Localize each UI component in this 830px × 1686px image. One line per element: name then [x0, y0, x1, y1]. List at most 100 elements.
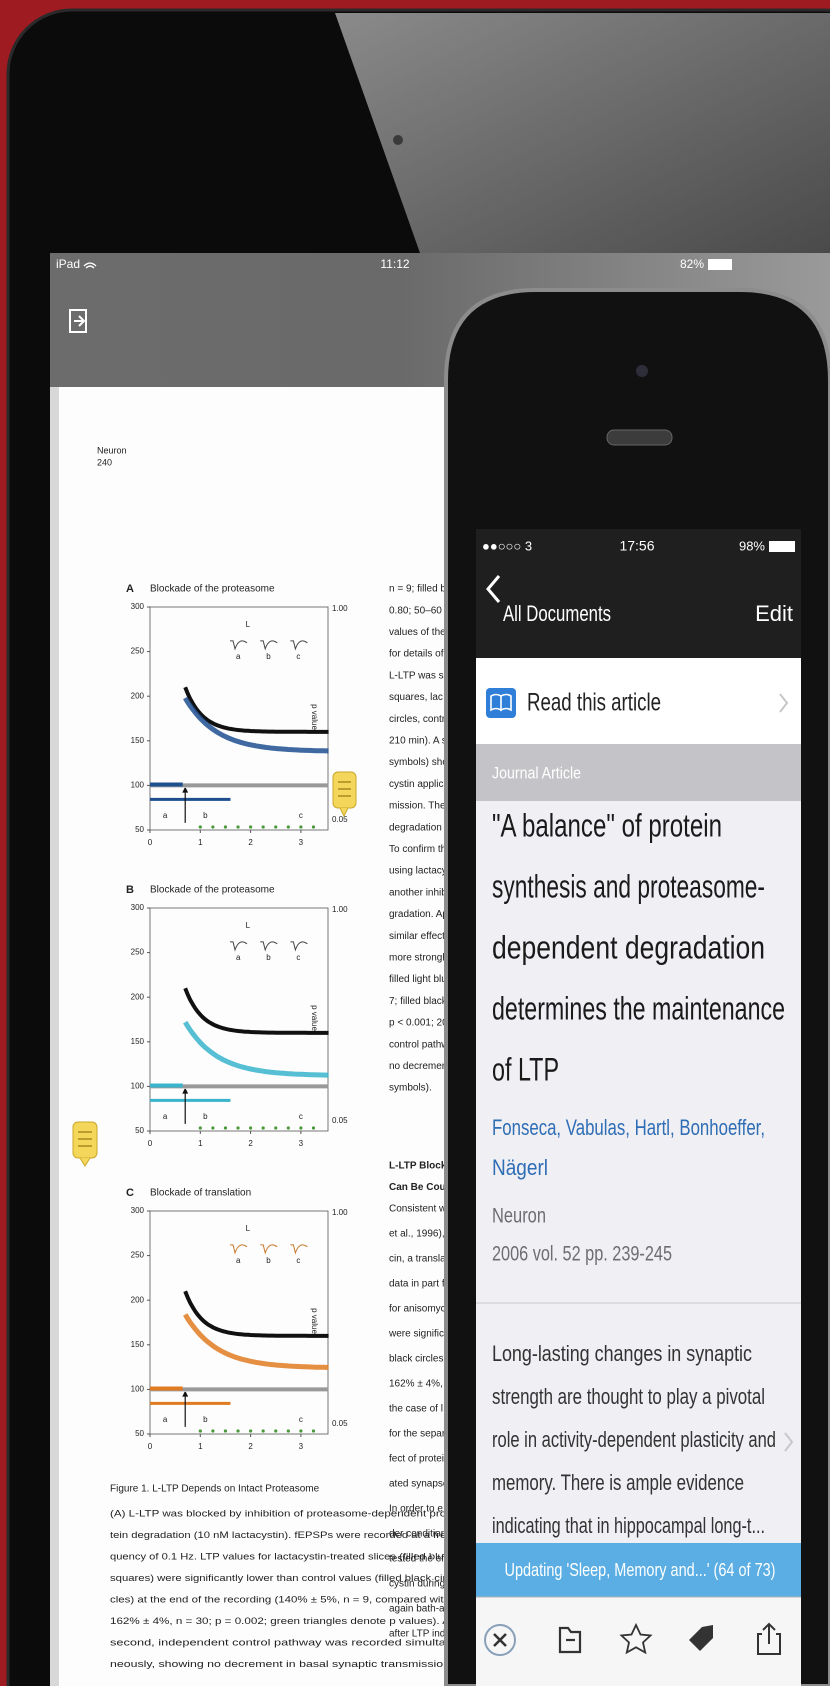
p-marker — [198, 825, 202, 829]
x-tick-label: 3 — [299, 1139, 304, 1148]
p-marker — [274, 1126, 278, 1130]
phase-label: c — [299, 1415, 303, 1424]
inset-trace — [290, 640, 308, 651]
p-axis-label: p value — [310, 704, 319, 730]
tag-button[interactable] — [689, 1625, 713, 1651]
caption-line: second, independent control pathway was … — [110, 1638, 450, 1649]
panel-letter: A — [126, 583, 134, 595]
p-marker — [223, 825, 228, 829]
panel-title: Blockade of the proteasome — [150, 584, 275, 595]
phase-label: c — [299, 1112, 303, 1121]
p-marker — [198, 1126, 202, 1130]
bottom-toolbar — [476, 1597, 801, 1686]
folder-button[interactable] — [558, 1626, 582, 1654]
edit-button[interactable]: Edit — [755, 601, 793, 626]
column-heading: L-LTP Blocka — [389, 1161, 452, 1172]
column-line: circles, contro — [389, 714, 451, 725]
inset-label: a — [236, 652, 241, 661]
abstract-line: indicating that in hippocampal long-t... — [492, 1513, 765, 1538]
x-tick-label: 1 — [198, 1139, 203, 1148]
column-line: 162% ± 4%, — [389, 1379, 443, 1390]
column-line: symbols) sho — [389, 757, 448, 768]
p-marker — [236, 1126, 240, 1130]
p-marker — [211, 1429, 215, 1433]
battery-icon — [769, 541, 795, 552]
y-tick-label: 150 — [131, 1037, 145, 1046]
phase-label: a — [163, 1415, 168, 1424]
p-marker — [261, 1126, 265, 1130]
p-tick-label: 1.00 — [332, 1208, 348, 1217]
phone-battery: 98% — [739, 538, 765, 553]
p-marker — [274, 825, 278, 829]
article-title-line: "A balance" of protein — [492, 807, 722, 843]
share-button[interactable] — [757, 1622, 781, 1655]
caption-line: tein degradation (10 nM lactacystin). fE… — [110, 1530, 450, 1541]
y-tick-label: 200 — [131, 691, 145, 700]
inset-label: L — [246, 921, 251, 930]
article-title-line: dependent degradation — [492, 929, 765, 965]
progress-text: Updating 'Sleep, Memory and...' (64 of 7… — [505, 1560, 776, 1580]
p-marker — [249, 825, 253, 829]
p-tick-label: 0.05 — [332, 815, 348, 824]
inset-label: b — [266, 1256, 271, 1265]
inset-trace — [260, 1244, 278, 1255]
inset-label: c — [296, 1256, 300, 1265]
inset-label: L — [246, 620, 251, 629]
y-tick-label: 300 — [131, 1206, 145, 1215]
abstract-line: strength are thought to play a pivotal — [492, 1384, 765, 1409]
p-marker — [249, 1126, 253, 1130]
back-button[interactable]: All Documents — [503, 601, 611, 626]
caption-line: quency of 0.1 Hz. LTP values for lactacy… — [110, 1552, 450, 1563]
section-header — [476, 744, 801, 801]
plot-frame — [149, 1210, 329, 1435]
y-tick-label: 150 — [131, 1340, 145, 1349]
p-marker — [261, 825, 265, 829]
star-button[interactable] — [619, 1622, 653, 1655]
x-tick-label: 3 — [299, 1442, 304, 1451]
ipad-camera — [393, 135, 403, 145]
x-tick-label: 2 — [248, 1442, 253, 1451]
p-tick-label: 0.05 — [332, 1116, 348, 1125]
plot-frame — [149, 907, 329, 1132]
caption-line: squares) were significantly lower than c… — [110, 1573, 450, 1584]
article-title-line: synthesis and proteasome- — [492, 868, 765, 904]
p-marker — [311, 1429, 316, 1433]
phase-bar — [150, 1098, 231, 1102]
column-line: To confirm the — [389, 844, 452, 855]
abstract-line: memory. There is ample evidence — [492, 1470, 744, 1495]
column-line: n = 9; filled bl — [389, 584, 448, 595]
citation: 2006 vol. 52 pp. 239-245 — [492, 1243, 672, 1266]
back-chevron[interactable] — [486, 575, 501, 603]
y-tick-label: 200 — [131, 992, 145, 1001]
note-icon[interactable] — [72, 1121, 98, 1167]
y-tick-label: 100 — [131, 1385, 145, 1394]
note-icon[interactable] — [332, 771, 357, 818]
p-marker — [299, 825, 303, 829]
section-label: Journal Article — [492, 763, 581, 782]
progress-bar — [476, 1543, 801, 1597]
inset-label: c — [296, 652, 300, 661]
inset-label: a — [236, 1256, 241, 1265]
article-title-line: determines the maintenance — [492, 990, 785, 1026]
row-chevron — [779, 693, 789, 713]
p-tick-label: 1.00 — [332, 905, 348, 914]
x-tick-label: 0 — [148, 1442, 153, 1451]
abstract-chevron — [784, 1432, 794, 1452]
phase-bar — [150, 797, 231, 801]
read-row[interactable] — [476, 658, 801, 744]
tetanus-arrow — [182, 1391, 189, 1427]
control-trace — [183, 686, 329, 734]
column-line: filled light blu — [389, 974, 447, 985]
inset-trace — [230, 640, 248, 651]
y-tick-label: 300 — [131, 602, 145, 611]
x-tick-label: 1 — [198, 1442, 203, 1451]
column-line: gradation. Ap — [389, 909, 448, 920]
column-line: 210 min). A se — [389, 736, 453, 747]
authors-line: Nägerl — [492, 1155, 548, 1180]
cancel-button[interactable] — [484, 1624, 516, 1656]
y-tick-label: 250 — [131, 948, 145, 957]
read-article[interactable]: Read this article — [527, 689, 661, 717]
phone-speaker — [606, 429, 673, 446]
column-line: p < 0.001; 20 — [389, 1018, 448, 1029]
paper-content: Neuron 240 Figure 1. L-LTP Depends on In… — [97, 445, 453, 1670]
